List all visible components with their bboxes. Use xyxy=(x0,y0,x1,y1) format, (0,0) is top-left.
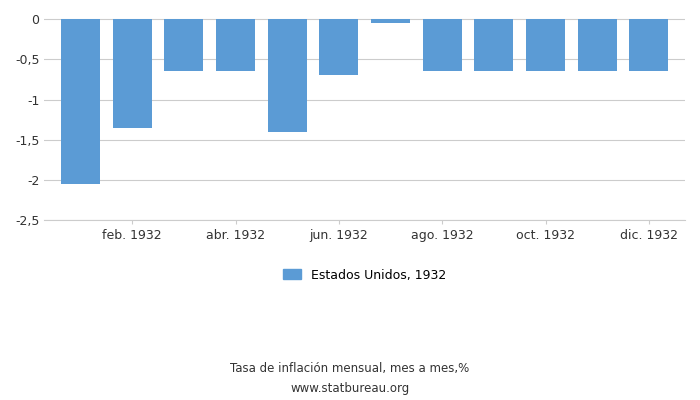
Bar xyxy=(629,19,668,71)
Bar xyxy=(268,19,307,132)
Bar xyxy=(371,19,410,23)
Bar xyxy=(216,19,255,71)
Bar xyxy=(61,19,100,184)
Text: Tasa de inflación mensual, mes a mes,%: Tasa de inflación mensual, mes a mes,% xyxy=(230,362,470,375)
Bar xyxy=(164,19,203,71)
Bar xyxy=(423,19,461,71)
Bar xyxy=(526,19,565,71)
Bar xyxy=(113,19,152,128)
Bar xyxy=(319,19,358,75)
Bar xyxy=(578,19,617,71)
Text: www.statbureau.org: www.statbureau.org xyxy=(290,382,410,395)
Bar xyxy=(475,19,513,71)
Legend: Estados Unidos, 1932: Estados Unidos, 1932 xyxy=(278,264,452,286)
